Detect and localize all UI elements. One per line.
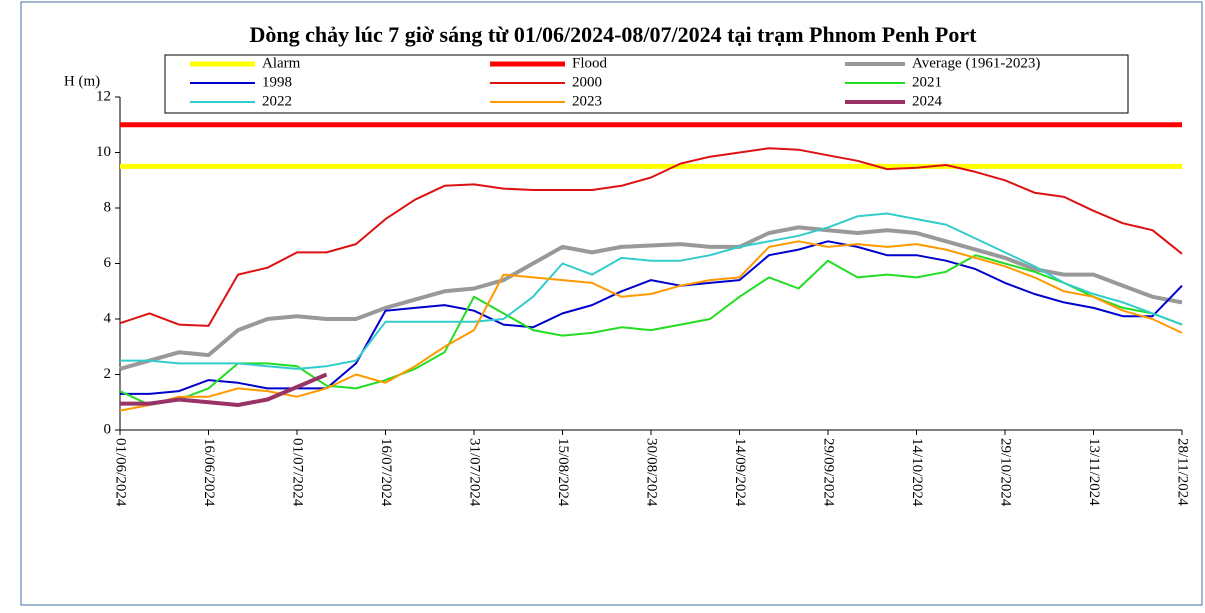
series-line xyxy=(119,225,1183,371)
x-tick-label: 28/11/2024 xyxy=(1175,438,1191,506)
series-line xyxy=(120,212,1183,370)
series-line xyxy=(119,147,1183,327)
x-tick-label: 31/07/2024 xyxy=(467,438,483,507)
y-axis-label: H (m) xyxy=(64,73,100,89)
series-line xyxy=(119,240,1183,412)
x-tick-label: 16/07/2024 xyxy=(378,438,394,507)
legend-label: 2024 xyxy=(912,93,943,109)
y-tick-label: 0 xyxy=(104,421,112,437)
x-tick-label: 14/10/2024 xyxy=(909,438,925,507)
y-tick-label: 8 xyxy=(104,199,112,215)
legend-label: Alarm xyxy=(262,55,301,71)
legend-label: 2023 xyxy=(572,93,602,109)
x-tick-label: 14/09/2024 xyxy=(732,438,748,507)
y-tick-label: 10 xyxy=(96,144,111,160)
x-tick-label: 13/11/2024 xyxy=(1086,438,1102,506)
x-tick-label: 30/08/2024 xyxy=(644,438,660,507)
legend-label: Average (1961-2023) xyxy=(912,55,1040,71)
x-tick-label: 01/06/2024 xyxy=(113,438,129,507)
legend-label: 2021 xyxy=(912,74,942,90)
legend xyxy=(164,54,1129,114)
chart-title: Dòng chảy lúc 7 giờ sáng từ 01/06/2024-0… xyxy=(250,22,978,47)
legend-label: 2022 xyxy=(262,93,292,109)
x-tick-label: 01/07/2024 xyxy=(290,438,306,507)
legend-label: 1998 xyxy=(262,74,292,90)
y-tick-label: 12 xyxy=(96,88,111,104)
series-line xyxy=(120,372,328,407)
y-tick-label: 2 xyxy=(104,366,112,382)
x-tick-label: 29/10/2024 xyxy=(998,438,1014,507)
y-tick-label: 6 xyxy=(104,255,112,271)
x-tick-label: 29/09/2024 xyxy=(821,438,837,507)
x-tick-label: 16/06/2024 xyxy=(201,438,217,507)
series-line xyxy=(119,254,1183,406)
legend-label: 2000 xyxy=(572,74,602,90)
x-tick-label: 15/08/2024 xyxy=(555,438,571,507)
y-tick-label: 4 xyxy=(104,310,112,326)
legend-label: Flood xyxy=(572,55,608,71)
